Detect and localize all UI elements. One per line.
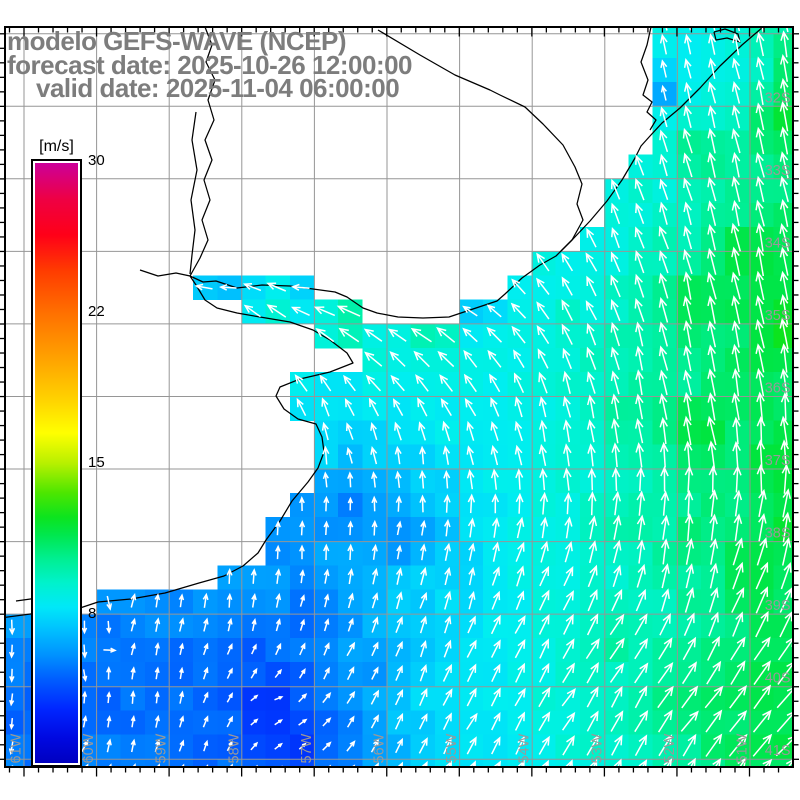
lon-label: 54W <box>517 733 533 763</box>
lon-label: 58W <box>226 733 242 763</box>
colorbar-gradient <box>35 163 78 763</box>
wind-direction-arrows <box>8 27 793 767</box>
grid-labels: 61W 60W 59W 58W 57W 56W 55W 54W 53W 52W 51W 32S 33S 3… <box>9 90 791 763</box>
colorbar <box>31 159 82 767</box>
lat-label: 37S <box>765 453 791 469</box>
model-title: modelo GEFS-WAVE (NCEP) <box>7 26 347 56</box>
lat-lon-grid <box>5 27 793 767</box>
lat-label: 33S <box>765 163 791 179</box>
lon-label: 52W <box>662 733 678 763</box>
lon-label: 53W <box>589 733 605 763</box>
lat-label: 39S <box>765 598 791 614</box>
lat-label: 40S <box>765 671 791 687</box>
lat-label: 34S <box>765 235 791 251</box>
lon-label: 61W <box>9 733 25 763</box>
colorbar-tick-label: 22 <box>88 303 105 320</box>
lat-label: 38S <box>765 526 791 542</box>
lat-label: 32S <box>765 90 791 106</box>
lon-label: 59W <box>154 733 170 763</box>
map-canvas: 61W 60W 59W 58W 57W 56W 55W 54W 53W 52W 51W 32S 33S 3… <box>5 27 793 767</box>
map-ticks <box>0 27 799 777</box>
colorbar-tick-label: 8 <box>88 605 97 622</box>
lat-label: 41S <box>765 743 791 759</box>
colorbar-unit-label: [m/s] <box>39 138 74 155</box>
lon-label: 60W <box>81 733 97 763</box>
colorbar-tick-label: 30 <box>88 152 105 169</box>
valid-date: valid date: 2025-11-04 06:00:00 <box>36 73 400 103</box>
lon-label: 55W <box>444 733 460 763</box>
colorbar-tick-label: 15 <box>88 454 105 471</box>
title-block: modelo GEFS-WAVE (NCEP) forecast date: 20… <box>7 26 413 103</box>
lat-label: 36S <box>765 381 791 397</box>
forecast-date: forecast date: 2025-10-26 12:00:00 <box>7 49 413 80</box>
coastline <box>5 27 764 618</box>
lon-label: 57W <box>299 733 315 763</box>
lat-label: 35S <box>765 308 791 324</box>
lon-label: 51W <box>735 733 751 763</box>
lon-label: 56W <box>372 733 388 763</box>
